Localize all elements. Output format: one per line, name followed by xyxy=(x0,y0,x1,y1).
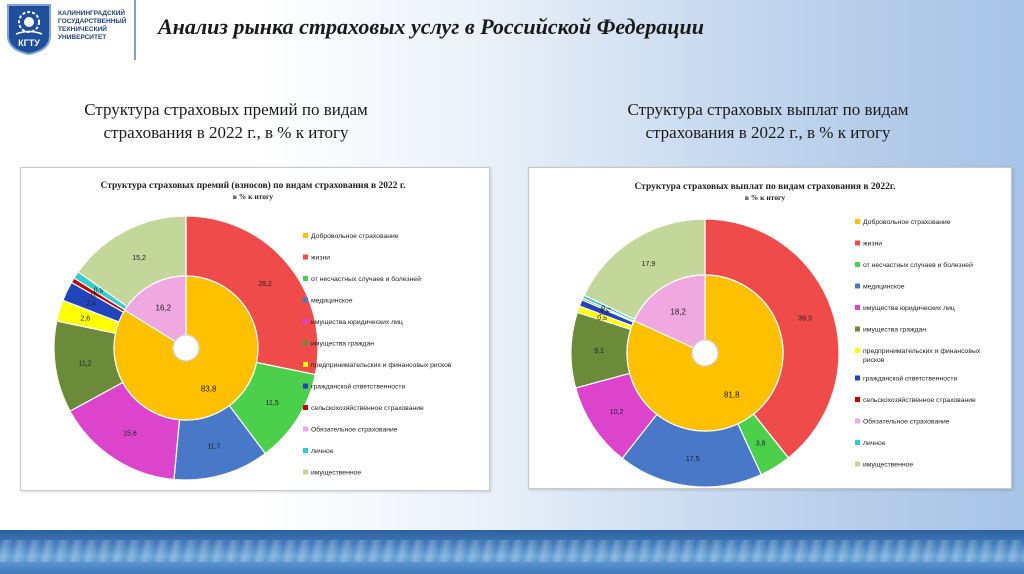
outer-slice-label: 3,8 xyxy=(756,441,766,448)
legend-entry: медицинское xyxy=(311,298,353,305)
outer-slice-label: 11,5 xyxy=(266,400,279,407)
outer-slice-label: 10,2 xyxy=(610,409,624,416)
legend-swatch xyxy=(855,283,860,289)
legend-swatch xyxy=(855,240,860,246)
outer-slice-label: 11,2 xyxy=(79,360,92,367)
chart-title: Структура страховых выплат по видам стра… xyxy=(634,182,895,192)
payouts-donut-chart: Структура страховых выплат по видам стра… xyxy=(570,182,981,488)
footer-wave xyxy=(0,540,1024,562)
legend-swatch xyxy=(303,340,308,346)
legend-entry: предпринимательских и финансовых рисков xyxy=(863,348,981,364)
outer-slice-label: 15,6 xyxy=(123,431,137,438)
inner-slice-label: 18,2 xyxy=(670,307,686,316)
legend-swatch xyxy=(303,319,308,324)
outer-slice-label: 0,8 xyxy=(599,310,609,317)
footer-decoration xyxy=(0,530,1024,574)
outer-slice-label: 11,7 xyxy=(207,444,220,451)
legend-entry: имущества юридических лиц xyxy=(863,305,955,312)
legend-entry: Добровольное страхование xyxy=(863,218,951,226)
legend-entry: имущества граждан xyxy=(311,341,374,348)
right-chart-caption: Структура страховых выплат по видам стра… xyxy=(578,98,958,144)
legend-swatch xyxy=(855,348,860,353)
legend-swatch xyxy=(855,326,860,332)
legend-entry: имущественное xyxy=(311,470,361,477)
page-title: Анализ рынка страховых услуг в Российско… xyxy=(158,14,705,39)
legend-entry: имущества граждан xyxy=(863,327,926,334)
outer-slice-label: 2,6 xyxy=(80,316,90,323)
legend-swatch xyxy=(303,233,308,238)
legend-swatch xyxy=(855,375,860,381)
university-name: КАЛИНИНГРАДСКИЙ ГОСУДАРСТВЕННЫЙ ТЕХНИЧЕС… xyxy=(58,10,134,42)
outer-slice-label: 39,3 xyxy=(798,316,812,323)
legend-swatch xyxy=(303,383,308,389)
outer-slice-label: 15,2 xyxy=(132,255,146,262)
legend-swatch xyxy=(303,426,308,432)
legend-swatch xyxy=(855,397,860,402)
legend-entry: имущественное xyxy=(863,462,913,469)
legend-entry: сельскохозяйственное страхование xyxy=(311,404,424,412)
legend-swatch xyxy=(303,448,308,453)
legend-swatch xyxy=(303,405,308,410)
donut-hole xyxy=(172,334,200,362)
legend-swatch xyxy=(855,305,860,310)
university-name-line: ГОСУДАРСТВЕННЫЙ xyxy=(58,18,127,25)
right-caption-line: страхования в 2022 г., в % к итогу xyxy=(645,123,891,142)
outer-slice-label: 0,4 xyxy=(601,305,611,312)
legend-swatch xyxy=(303,297,308,303)
university-logo: КГТУ КАЛИНИНГРАДСКИЙ ГОСУДАРСТВЕННЫЙ ТЕХ… xyxy=(0,0,136,60)
outer-slice-label: 9,1 xyxy=(594,348,604,355)
left-caption-line: Структура страховых премий по видам xyxy=(84,100,368,119)
legend-entry: личное xyxy=(311,448,334,455)
university-name-line: УНИВЕРСИТЕТ xyxy=(58,34,107,41)
legend-swatch xyxy=(855,461,860,467)
legend-entry: жизни xyxy=(863,241,882,248)
legend-entry: гражданской ответственности xyxy=(863,375,957,383)
legend-entry: личное xyxy=(863,440,886,447)
legend-entry: жизни xyxy=(311,255,330,262)
outer-slice-label: 0,2 xyxy=(601,307,611,314)
outer-slice-label: 17,9 xyxy=(642,261,656,268)
left-caption-line: страхования в 2022 г., в % к итогу xyxy=(103,123,349,142)
logo-abbreviation: КГТУ xyxy=(18,38,40,48)
inner-slice-label: 83,8 xyxy=(201,385,217,394)
inner-slice-label: 16,2 xyxy=(156,303,172,312)
legend-entry: гражданской ответственности xyxy=(311,383,405,391)
premiums-chart-panel: Структура страховых премий (взносов) по … xyxy=(20,167,490,491)
legend-swatch xyxy=(855,219,860,224)
inner-slice-label: 81,8 xyxy=(724,391,740,400)
outer-slice-label: 0,6 xyxy=(91,292,101,299)
legend-entry: Обязательное страхование xyxy=(311,426,398,434)
legend-swatch xyxy=(303,469,308,475)
legend-swatch xyxy=(303,362,308,367)
outer-slice-label: 0,8 xyxy=(597,315,607,322)
legend-entry: от несчастных случаев и болезней xyxy=(311,275,421,283)
donut-hole xyxy=(691,339,719,367)
legend-entry: Добровольное страхование xyxy=(311,232,399,240)
outer-slice-label: 0,9 xyxy=(94,287,104,294)
outer-slice-label: 17,5 xyxy=(686,456,700,463)
outer-slice-label: 2,4 xyxy=(86,300,96,307)
legend-swatch xyxy=(855,418,860,424)
outer-slice-label: 28,2 xyxy=(258,281,272,288)
chart-title: Структура страховых премий (взносов) по … xyxy=(100,180,405,191)
legend-entry: Обязательное страхование xyxy=(863,418,950,426)
left-chart-caption: Структура страховых премий по видам стра… xyxy=(36,98,416,144)
university-name-line: КАЛИНИНГРАДСКИЙ xyxy=(58,10,126,17)
legend-swatch xyxy=(303,276,308,281)
right-caption-line: Структура страховых выплат по видам xyxy=(627,100,909,119)
legend-entry: предпринимательских и финансовых рисков xyxy=(311,362,452,369)
legend-entry: от несчастных случаев и болезней xyxy=(863,261,973,269)
legend-swatch xyxy=(855,262,860,267)
university-name-line: ТЕХНИЧЕСКИЙ xyxy=(58,26,107,33)
legend-swatch xyxy=(303,254,308,260)
chart-subtitle: в % к итогу xyxy=(233,192,274,201)
legend-swatch xyxy=(855,440,860,445)
university-emblem-icon: КГТУ xyxy=(7,4,51,56)
premiums-donut-chart: Структура страховых премий (взносов) по … xyxy=(53,180,452,481)
legend-entry: медицинское xyxy=(863,284,905,291)
chart-subtitle: в % к итогу xyxy=(745,193,786,202)
legend-entry: сельскохозяйственное страхование xyxy=(863,396,976,404)
legend-entry: имущества юридических лиц xyxy=(311,319,403,326)
payouts-chart-panel: Структура страховых выплат по видам стра… xyxy=(528,167,1012,489)
